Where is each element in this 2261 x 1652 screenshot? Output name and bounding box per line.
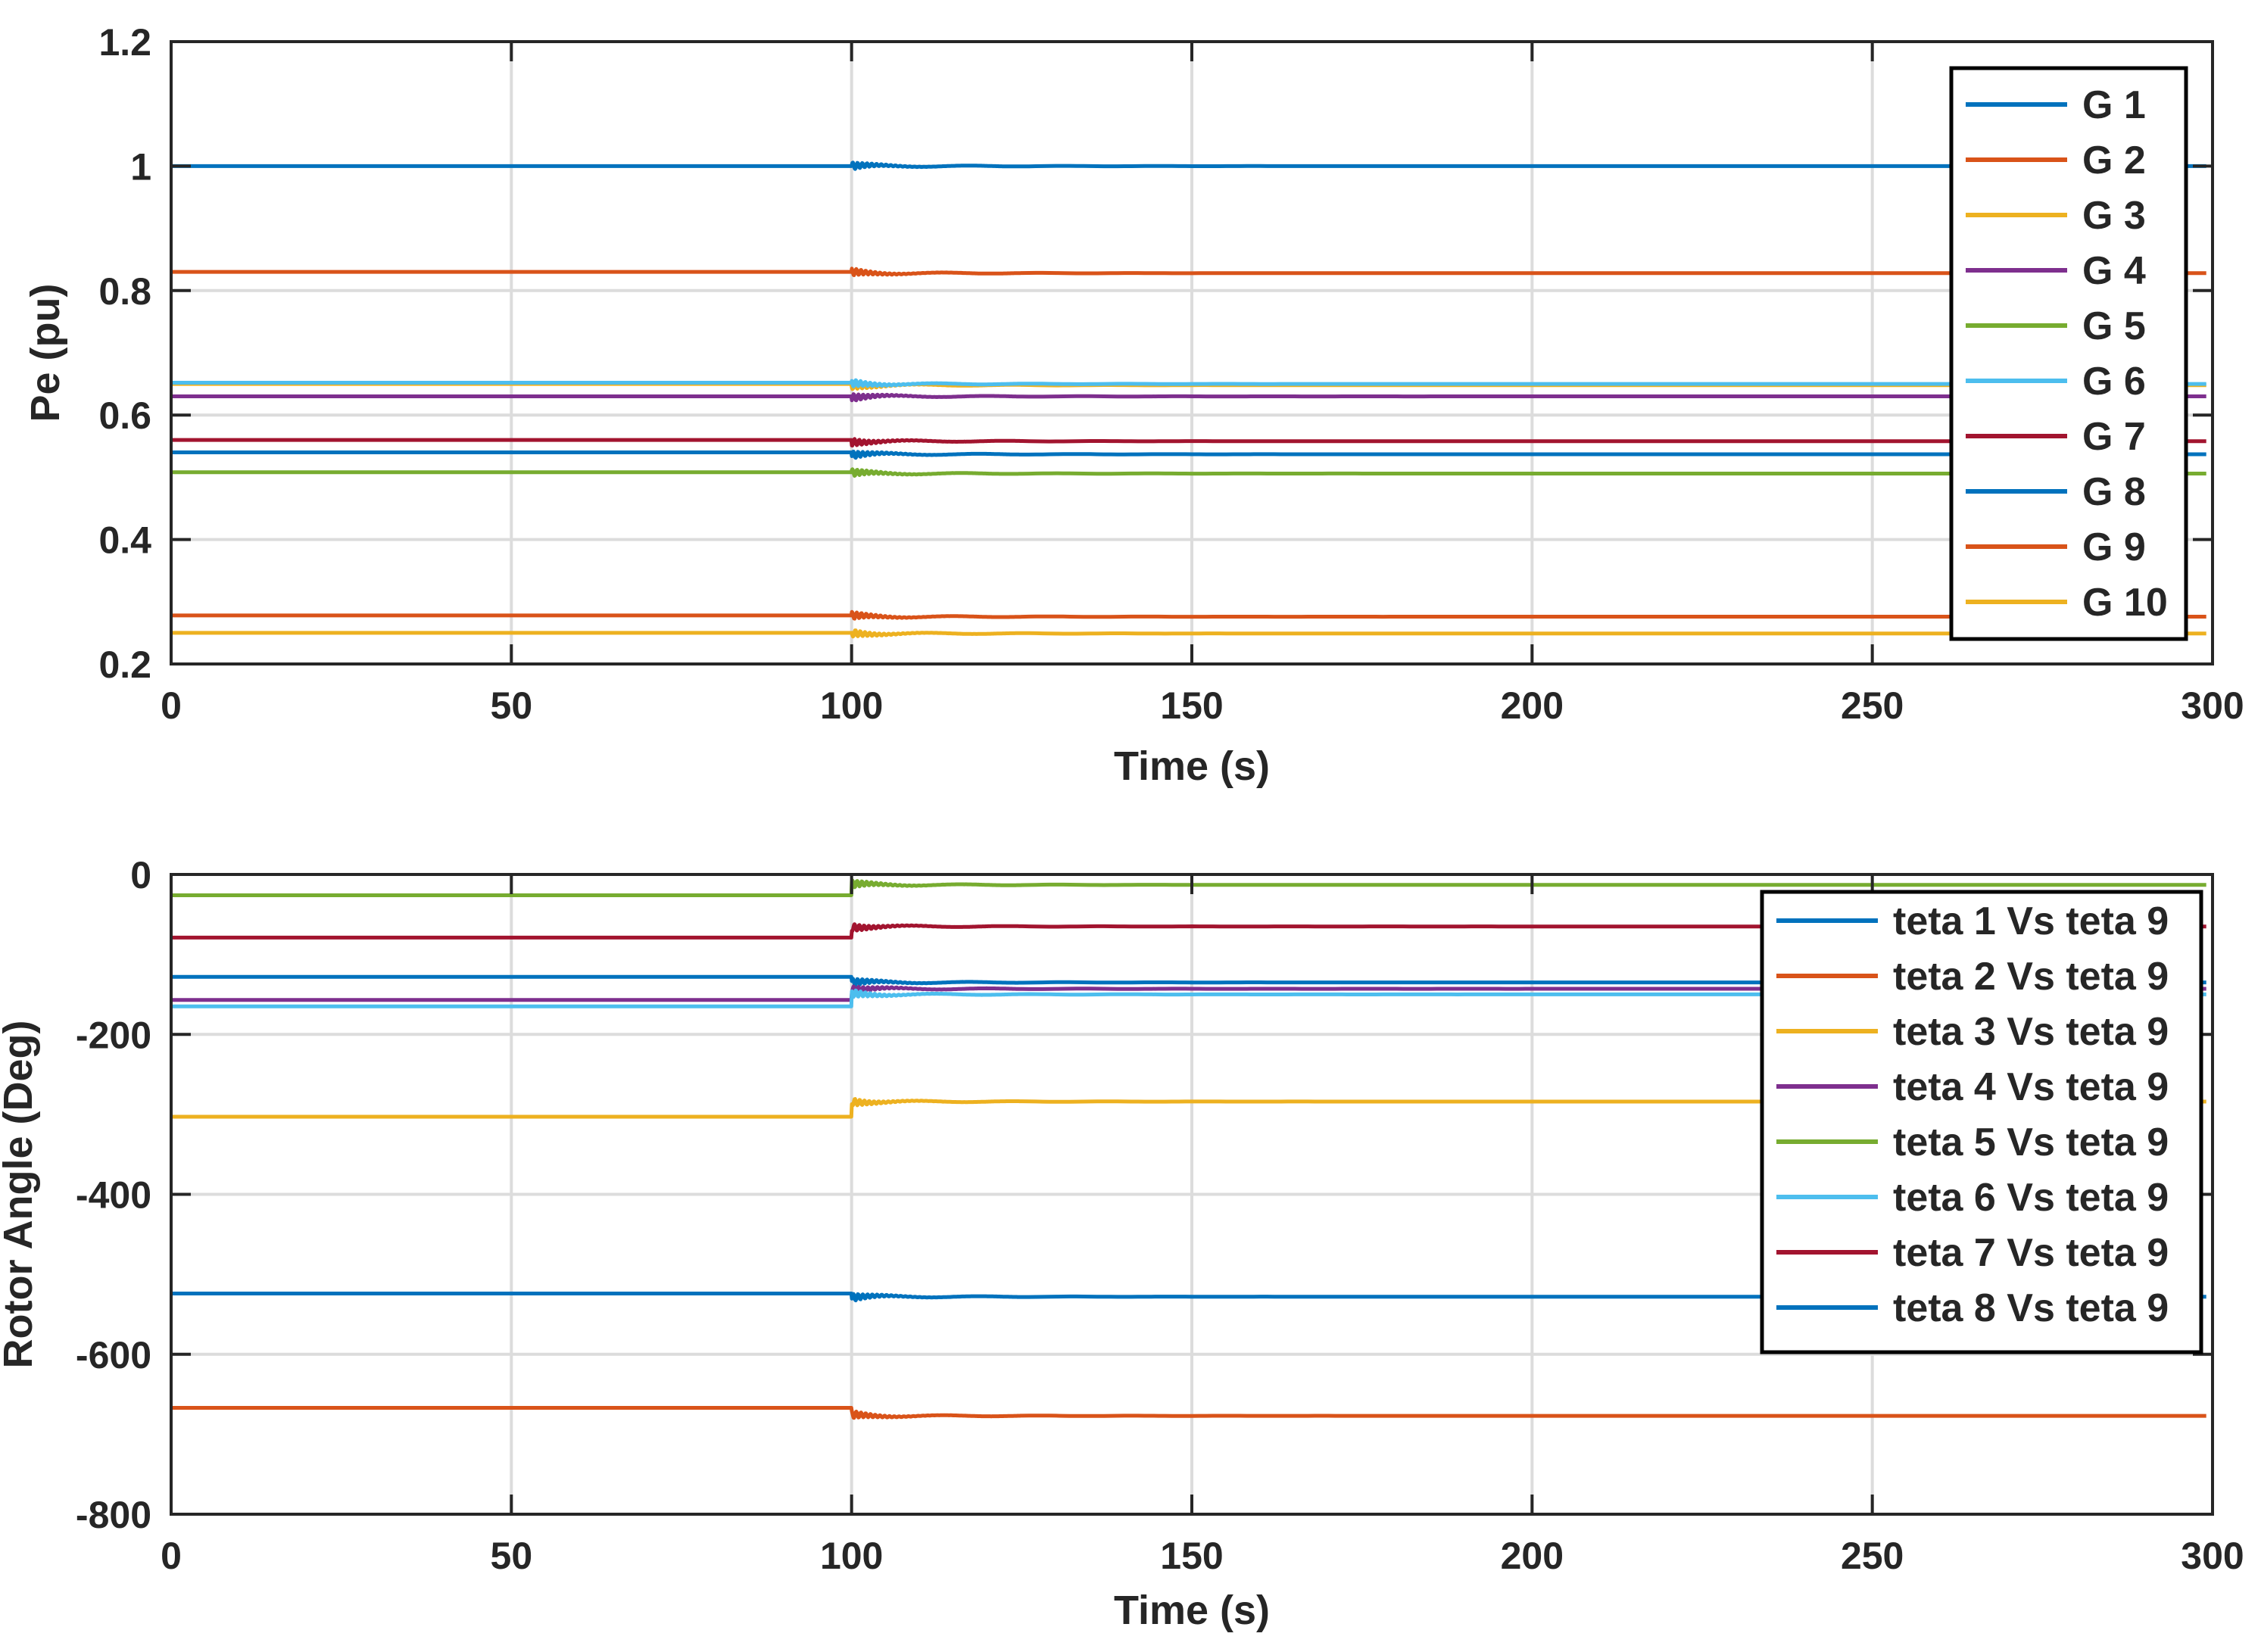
series-line-g-6 bbox=[171, 378, 2206, 388]
legend: G 1 G 2 G 3 G 4 G 5 G 6 G 7 G 8 G 9 G 10 bbox=[1949, 66, 2188, 641]
x-tick-label: 250 bbox=[1841, 1535, 1904, 1577]
y-axis-label: Pe (pu) bbox=[23, 284, 68, 422]
x-tick-label: 0 bbox=[161, 1535, 182, 1577]
series-line-g-8 bbox=[171, 450, 2206, 460]
legend-label-g-4: G 4 bbox=[2082, 249, 2146, 293]
series-line-g-5 bbox=[171, 467, 2206, 478]
y-tick-label: 1 bbox=[130, 145, 151, 188]
legend-label-g-10: G 10 bbox=[2082, 581, 2168, 625]
x-tick-label: 250 bbox=[1841, 684, 1904, 727]
series-line-teta-3-vs-teta-9 bbox=[171, 1097, 2206, 1119]
x-tick-label: 100 bbox=[820, 684, 883, 727]
series-line-teta-7-vs-teta-9 bbox=[171, 922, 2206, 940]
x-tick-label: 100 bbox=[820, 1535, 883, 1577]
series-line-g-1 bbox=[171, 161, 2206, 171]
series-line-g-7 bbox=[171, 437, 2206, 447]
legend-box bbox=[1949, 66, 2188, 641]
legend-label-g-8: G 8 bbox=[2082, 470, 2146, 514]
y-tick-label: 0.4 bbox=[98, 519, 151, 562]
legend-label-teta-2-vs-teta-9: teta 2 Vs teta 9 bbox=[1893, 955, 2169, 999]
series-line-g-2 bbox=[171, 267, 2206, 277]
y-tick-label: 0 bbox=[130, 854, 151, 896]
legend-label-teta-7-vs-teta-9: teta 7 Vs teta 9 bbox=[1893, 1231, 2169, 1275]
legend-label-teta-8-vs-teta-9: teta 8 Vs teta 9 bbox=[1893, 1286, 2169, 1330]
legend-label-teta-5-vs-teta-9: teta 5 Vs teta 9 bbox=[1893, 1121, 2169, 1164]
legend-label-g-3: G 3 bbox=[2082, 194, 2146, 238]
series-line-teta-2-vs-teta-9 bbox=[171, 1406, 2206, 1420]
series-group bbox=[171, 161, 2206, 639]
series-line-teta-6-vs-teta-9 bbox=[171, 988, 2206, 1008]
y-tick-label: 0.6 bbox=[98, 394, 151, 437]
y-tick-label: -600 bbox=[76, 1334, 151, 1376]
ticks: 0 50 100 150 200 250 300 0.2 0.4 0.6 0.8 1 1.2 bbox=[98, 21, 2244, 727]
x-axis-label: Time (s) bbox=[1114, 1588, 1270, 1633]
y-tick-label: 0.8 bbox=[98, 270, 151, 313]
legend-label-g-2: G 2 bbox=[2082, 139, 2146, 182]
legend-label-g-9: G 9 bbox=[2082, 525, 2146, 569]
rotor-angle-subplot: 0 50 100 150 200 250 300 -800 -600 -400 -200 0 Time … bbox=[0, 854, 2244, 1633]
x-axis-label: Time (s) bbox=[1114, 743, 1270, 789]
y-tick-label: -200 bbox=[76, 1014, 151, 1056]
legend-label-teta-3-vs-teta-9: teta 3 Vs teta 9 bbox=[1893, 1010, 2169, 1054]
x-tick-label: 200 bbox=[1501, 1535, 1564, 1577]
series-group bbox=[171, 878, 2206, 1420]
legend-label-teta-6-vs-teta-9: teta 6 Vs teta 9 bbox=[1893, 1176, 2169, 1220]
y-tick-label: -800 bbox=[76, 1494, 151, 1536]
legend-label-g-6: G 6 bbox=[2082, 360, 2146, 404]
pe-subplot: 0 50 100 150 200 250 300 0.2 0.4 0.6 0.8 1 1.2 Time (… bbox=[23, 21, 2244, 789]
series-line-g-9 bbox=[171, 609, 2206, 621]
x-tick-label: 0 bbox=[161, 684, 182, 727]
y-tick-label: 0.2 bbox=[98, 644, 151, 686]
series-line-teta-8-vs-teta-9 bbox=[171, 1292, 2206, 1303]
x-tick-label: 150 bbox=[1160, 1535, 1223, 1577]
series-line-teta-1-vs-teta-9 bbox=[171, 974, 2206, 987]
y-tick-label: 1.2 bbox=[98, 21, 151, 64]
legend: teta 1 Vs teta 9 teta 2 Vs teta 9 teta 3 V… bbox=[1760, 890, 2203, 1354]
y-axis-label: Rotor Angle (Deg) bbox=[0, 1021, 41, 1369]
series-line-teta-5-vs-teta-9 bbox=[171, 878, 2206, 897]
x-tick-label: 200 bbox=[1501, 684, 1564, 727]
legend-label-g-1: G 1 bbox=[2082, 83, 2146, 127]
y-tick-label: -400 bbox=[76, 1174, 151, 1217]
x-tick-label: 50 bbox=[491, 1535, 533, 1577]
legend-box bbox=[1760, 890, 2203, 1354]
ticks: 0 50 100 150 200 250 300 -800 -600 -400 -200 0 bbox=[76, 854, 2244, 1577]
legend-label-g-7: G 7 bbox=[2082, 415, 2146, 459]
legend-label-teta-1-vs-teta-9: teta 1 Vs teta 9 bbox=[1893, 899, 2169, 943]
x-tick-label: 300 bbox=[2181, 1535, 2244, 1577]
series-line-g-10 bbox=[171, 628, 2206, 639]
x-tick-label: 50 bbox=[491, 684, 533, 727]
x-tick-label: 300 bbox=[2181, 684, 2244, 727]
legend-label-teta-4-vs-teta-9: teta 4 Vs teta 9 bbox=[1893, 1065, 2169, 1109]
series-line-g-4 bbox=[171, 392, 2206, 403]
legend-label-g-5: G 5 bbox=[2082, 304, 2146, 348]
series-line-teta-4-vs-teta-9 bbox=[171, 984, 2206, 1002]
x-tick-label: 150 bbox=[1160, 684, 1223, 727]
